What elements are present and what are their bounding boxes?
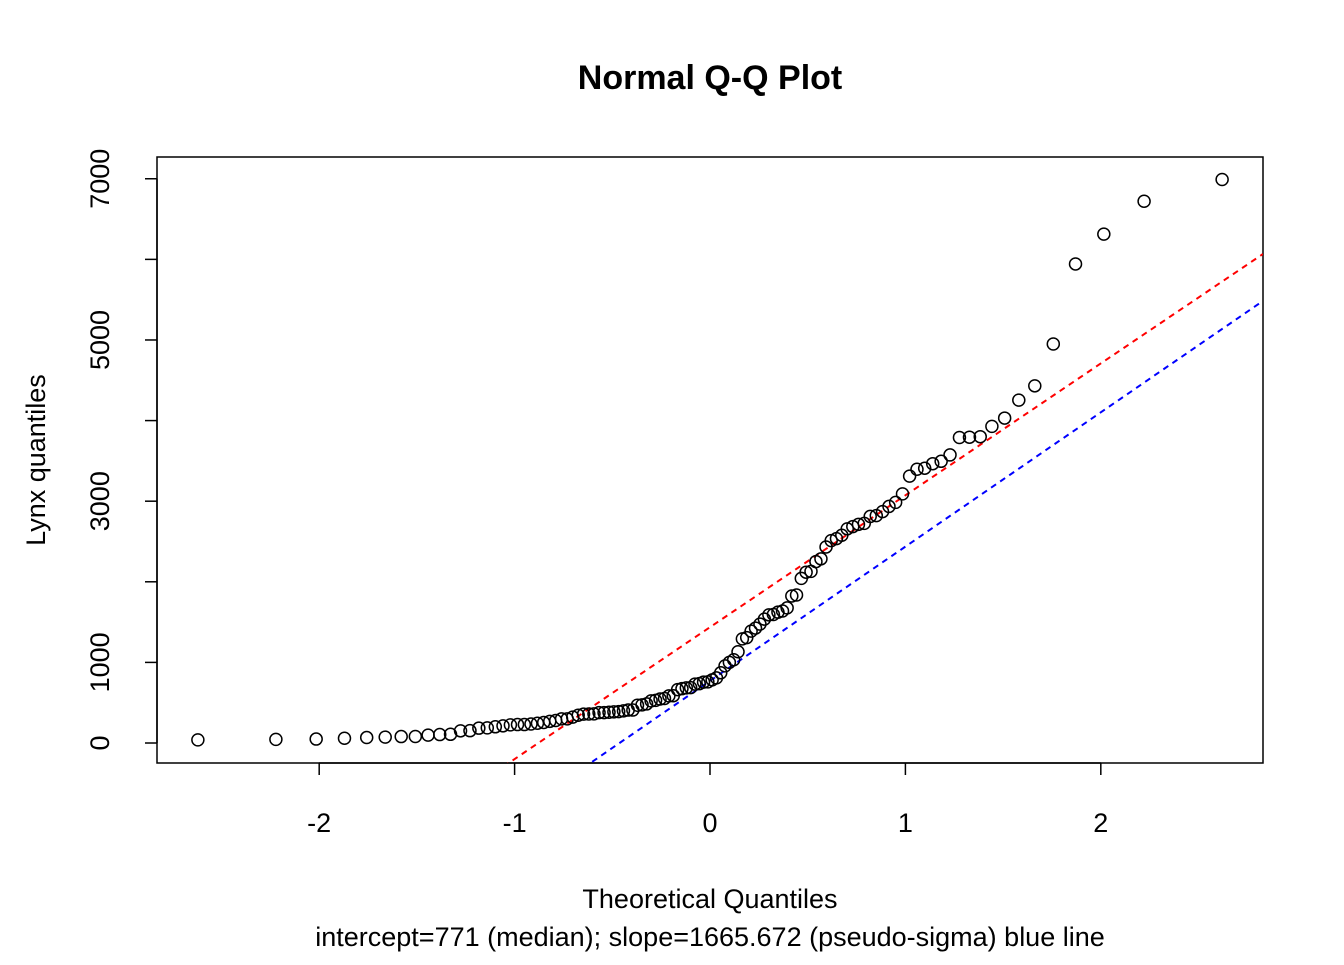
- subtitle: intercept=771 (median); slope=1665.672 (…: [315, 922, 1105, 952]
- point: [675, 681, 689, 696]
- point: [359, 730, 374, 745]
- point: [587, 707, 601, 721]
- point: [895, 487, 910, 501]
- point: [337, 731, 352, 746]
- point: [789, 588, 804, 602]
- point: [611, 704, 626, 719]
- point: [713, 666, 728, 680]
- point: [592, 705, 606, 720]
- point: [814, 552, 828, 566]
- point: [597, 705, 611, 720]
- point: [731, 645, 745, 659]
- y-axis-label: Lynx quantiles: [21, 374, 51, 546]
- point: [635, 698, 649, 712]
- point: [1097, 227, 1111, 241]
- point: [888, 495, 903, 510]
- point: [644, 694, 658, 708]
- point: [602, 705, 616, 719]
- point: [503, 718, 518, 732]
- point: [943, 448, 957, 462]
- point: [630, 698, 645, 712]
- point: [433, 727, 447, 742]
- point: [785, 589, 799, 603]
- y-tick-label: 1000: [85, 632, 115, 692]
- x-axis-label: Theoretical Quantiles: [582, 884, 837, 914]
- point: [917, 461, 932, 475]
- point: [480, 721, 495, 735]
- point: [378, 730, 392, 744]
- point: [472, 721, 486, 735]
- point: [191, 733, 205, 747]
- point: [679, 681, 694, 695]
- y-tick-label: 0: [85, 735, 115, 750]
- point: [510, 717, 525, 732]
- x-tick-label: 1: [898, 808, 913, 838]
- y-tick-label: 5000: [85, 310, 115, 370]
- point: [421, 728, 435, 742]
- point: [517, 717, 532, 732]
- x-tick-label: -1: [503, 808, 527, 838]
- point: [748, 621, 763, 635]
- point: [962, 430, 977, 444]
- point: [973, 429, 987, 444]
- point: [1137, 194, 1151, 209]
- point: [799, 565, 813, 579]
- y-tick-label: 7000: [85, 149, 115, 209]
- point: [394, 729, 408, 744]
- point: [571, 708, 585, 722]
- point: [616, 704, 631, 718]
- x-tick-label: 2: [1093, 808, 1108, 838]
- point: [910, 462, 924, 477]
- point: [863, 509, 877, 524]
- point: [269, 732, 283, 747]
- point: [1068, 257, 1083, 271]
- reference-line: [588, 300, 1263, 763]
- point: [985, 419, 999, 434]
- point: [683, 680, 698, 695]
- point: [496, 719, 510, 733]
- point: [688, 677, 702, 691]
- plot-box: [156, 156, 1264, 764]
- point: [882, 499, 896, 514]
- point: [780, 601, 794, 615]
- point: [952, 430, 967, 445]
- x-tick-label: 0: [702, 808, 717, 838]
- point: [1046, 337, 1061, 351]
- point: [851, 517, 866, 532]
- point: [997, 411, 1012, 425]
- point: [902, 469, 917, 483]
- point: [925, 456, 940, 471]
- x-tick-label: -2: [307, 808, 331, 838]
- point: [653, 692, 667, 706]
- point: [607, 705, 621, 719]
- point: [753, 617, 767, 631]
- y-tick-label: 3000: [85, 471, 115, 531]
- point: [696, 675, 711, 689]
- point: [582, 707, 596, 721]
- point: [524, 717, 538, 731]
- point: [726, 652, 741, 667]
- point: [463, 723, 477, 738]
- point: [934, 454, 948, 469]
- point: [1028, 379, 1042, 393]
- chart-title: Normal Q-Q Plot: [578, 59, 842, 97]
- point: [762, 608, 776, 622]
- point: [453, 724, 468, 738]
- point: [408, 729, 423, 744]
- point: [1215, 172, 1229, 187]
- point: [576, 707, 591, 721]
- plot-area: [506, 253, 1263, 763]
- point: [662, 689, 676, 703]
- point: [488, 720, 503, 734]
- point: [309, 732, 323, 746]
- point: [1012, 393, 1026, 407]
- reference-line: [506, 253, 1263, 763]
